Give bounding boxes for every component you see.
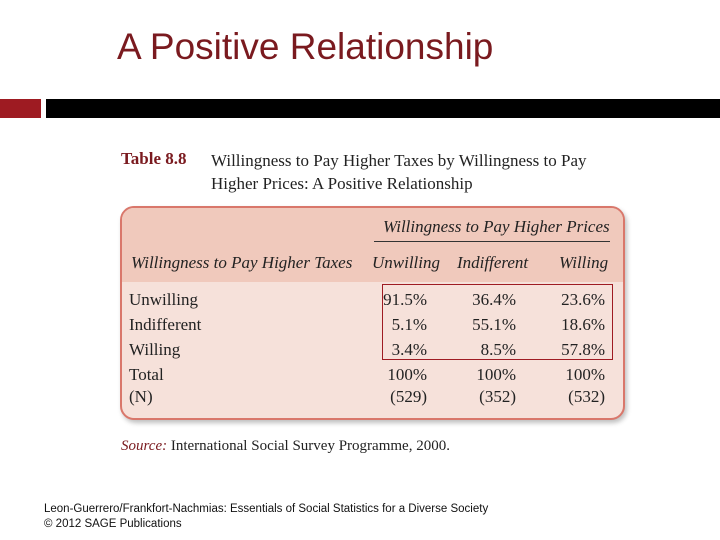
spanning-header: Willingness to Pay Higher Prices [383,217,610,236]
column-header: Unwilling [372,253,441,272]
table-cell: 36.4% [472,290,516,309]
table-cell: 55.1% [472,315,516,334]
table-cell: 8.5% [480,340,516,359]
table-cell: (352) [479,387,516,406]
spanning-header-rule [374,241,610,242]
table-cell: 91.5% [383,290,427,309]
table-cell: 100% [387,365,427,384]
row-label: Unwilling [129,290,198,309]
slide-title: A Positive Relationship [117,26,494,67]
source-label: Source: [121,438,168,454]
footer-citation: Leon-Guerrero/Frankfort-Nachmias: Essent… [44,502,488,532]
footer-copyright: © 2012 SAGE Publications [44,518,182,530]
table-cell: 23.6% [561,290,605,309]
accent-bar-red [0,99,41,118]
table-cell: 18.6% [561,315,605,334]
source-text: International Social Survey Programme, 2… [170,438,450,454]
table-cell: 100% [565,365,605,384]
row-label: Indifferent [129,315,202,334]
table-cell: (532) [568,387,605,406]
row-label: (N) [129,387,153,406]
row-variable-header: Willingness to Pay Higher Taxes [131,253,353,272]
source-note: Source: International Social Survey Prog… [121,438,450,455]
table-cell: (529) [390,387,427,406]
table-cell: 57.8% [561,340,605,359]
table-header-band [122,208,623,282]
column-header: Willing [559,253,609,272]
table-cell: 3.4% [391,340,427,359]
table-number: Table 8.8 [121,149,187,168]
table-caption: Willingness to Pay Higher Taxes by Willi… [211,151,587,193]
highlight-box [382,284,613,360]
row-label: Willing [129,340,181,359]
footer-line: Leon-Guerrero/Frankfort-Nachmias: Essent… [44,503,489,515]
column-header: Indifferent [457,253,529,272]
table-cell: 100% [476,365,516,384]
accent-bar-black [46,99,720,118]
row-label: Total [129,365,164,384]
table-cell: 5.1% [391,315,427,334]
crosstab-table: Willingness to Pay Higher Prices Willing… [120,206,625,420]
